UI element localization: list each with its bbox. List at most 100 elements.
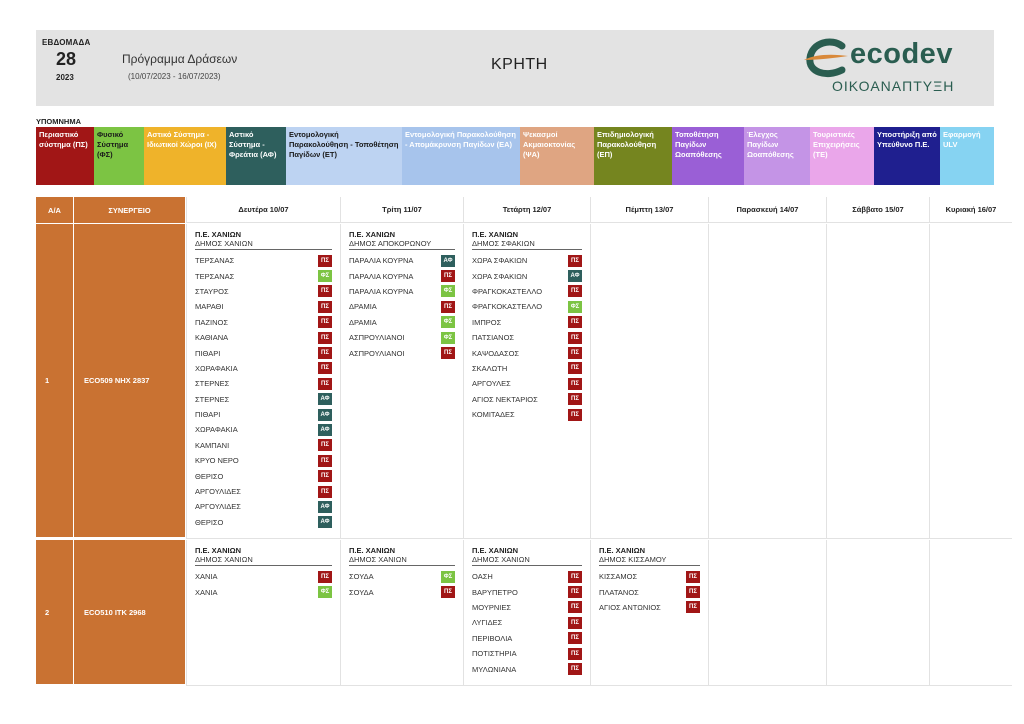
location-entry: ΣΟΥΔΑ ΦΣ — [349, 569, 455, 584]
system-code-badge: ΠΣ — [568, 362, 582, 375]
location-name: ΚΑΘΙΑΝΑ — [195, 333, 229, 343]
location-entry: ΠΑΤΣΙΑΝΟΣ ΠΣ — [472, 330, 582, 345]
location-entry: ΑΓΙΟΣ ΑΝΤΩΝΙΟΣ ΠΣ — [599, 600, 700, 615]
system-code-badge: ΠΣ — [568, 616, 582, 629]
table-row: 1 ECO509 ΝΗΧ 2837 Π.Ε. ΧΑΝΙΩΝ ΔΗΜΟΣ ΧΑΝΙΩΝ Τ… — [36, 224, 1012, 539]
location-name: ΑΣΠΡΟΥΛΙΑΝΟΙ — [349, 333, 405, 343]
location-name: ΠΛΑΤΑΝΟΣ — [599, 587, 639, 597]
system-code-badge: ΠΣ — [686, 586, 700, 599]
system-code-badge: ΠΣ — [441, 586, 455, 599]
system-code-badge: ΑΦ — [568, 270, 582, 283]
system-code-badge: ΠΣ — [318, 254, 332, 267]
location-name: ΣΤΑΥΡΟΣ — [195, 286, 229, 296]
regional-unit-label: Π.Ε. ΧΑΝΙΩΝ — [472, 546, 519, 555]
location-name: ΦΡΑΓΚΟΚΑΣΤΕΛΛΟ — [472, 286, 543, 296]
logo-text: ecodev — [850, 38, 953, 70]
day-cell: Π.Ε. ΧΑΝΙΩΝ ΔΗΜΟΣ ΚΙΣΣΑΜΟΥ ΚΙΣΣΑΜΟΣ ΠΣ ΠΛΑΤΑ… — [590, 540, 708, 686]
location-entry: ΧΑΝΙΑ ΦΣ — [195, 584, 332, 599]
legend-item: Περιαστικό σύστημα (ΠΣ) — [36, 127, 94, 185]
system-code-badge: ΦΣ — [568, 300, 582, 313]
location-name: ΔΡΑΜΙΑ — [349, 317, 377, 327]
system-code-badge: ΠΣ — [686, 601, 700, 614]
legend-item: Αστικό Σύστημα - Φρεάτια (ΑΦ) — [226, 127, 286, 185]
week-year: 2023 — [56, 73, 74, 82]
location-entry: ΒΑΡΥΠΕΤΡΟ ΠΣ — [472, 584, 582, 599]
location-name: ΔΡΑΜΙΑ — [349, 302, 377, 312]
program-title: Πρόγραμμα Δράσεων — [122, 52, 238, 66]
location-name: ΚΑΨΟΔΑΣΟΣ — [472, 348, 520, 358]
legend-item: Τοποθέτηση Παγίδων Ωοαπόθεσης — [672, 127, 744, 185]
day-cell: Π.Ε. ΧΑΝΙΩΝ ΔΗΜΟΣ ΑΠΟΚΟΡΩΝΟΥ ΠΑΡΑΛΙΑ ΚΟΥΡΝ… — [340, 224, 463, 539]
location-name: ΟΑΣΗ — [472, 572, 493, 582]
program-dates: (10/07/2023 - 16/07/2023) — [128, 72, 221, 81]
location-entry: ΜΟΥΡΝΙΕΣ ΠΣ — [472, 600, 582, 615]
location-name: ΠΑΡΑΛΙΑ ΚΟΥΡΝΑ — [349, 286, 414, 296]
column-header-day: Κυριακή 16/07 — [929, 197, 1012, 223]
day-cell — [826, 224, 929, 539]
location-name: ΚΑΜΠΑΝΙ — [195, 440, 230, 450]
municipality-label: ΔΗΜΟΣ ΧΑΝΙΩΝ — [472, 555, 582, 566]
week-label: ΕΒΔΟΜΑΔΑ — [42, 38, 91, 47]
location-name: ΚΡΥΟ ΝΕΡΟ — [195, 456, 239, 466]
system-code-badge: ΠΣ — [318, 439, 332, 452]
system-code-badge: ΠΣ — [568, 601, 582, 614]
location-entry: ΜΑΡΑΘΙ ΠΣ — [195, 299, 332, 314]
location-entry: ΠΑΡΑΛΙΑ ΚΟΥΡΝΑ ΦΣ — [349, 284, 455, 299]
location-entry: ΧΩΡΑΦΑΚΙΑ ΠΣ — [195, 361, 332, 376]
regional-unit-label: Π.Ε. ΧΑΝΙΩΝ — [349, 230, 396, 239]
system-code-badge: ΠΣ — [318, 377, 332, 390]
system-code-badge: ΦΣ — [441, 316, 455, 329]
location-entry: ΟΑΣΗ ΠΣ — [472, 569, 582, 584]
legend-item: Τουριστικές Επιχειρήσεις (ΤΕ) — [810, 127, 874, 185]
location-entry: ΑΓΙΟΣ ΝΕΚΤΑΡΙΟΣ ΠΣ — [472, 392, 582, 407]
system-code-badge: ΠΣ — [318, 454, 332, 467]
location-name: ΤΕΡΣΑΝΑΣ — [195, 256, 235, 266]
column-header-day: Πέμπτη 13/07 — [590, 197, 708, 223]
location-name: ΣΤΕΡΝΕΣ — [195, 394, 230, 404]
location-name: ΠΕΡΙΒΟΛΙΑ — [472, 633, 513, 643]
system-code-badge: ΠΣ — [568, 570, 582, 583]
system-code-badge: ΠΣ — [568, 586, 582, 599]
system-code-badge: ΠΣ — [568, 632, 582, 645]
legend-item: Ψεκασμοί Ακμαιοκτονίας (ΨΑ) — [520, 127, 594, 185]
location-name: ΠΟΤΙΣΤΗΡΙΑ — [472, 649, 517, 659]
day-cell: Π.Ε. ΧΑΝΙΩΝ ΔΗΜΟΣ ΧΑΝΙΩΝ ΧΑΝΙΑ ΠΣ ΧΑΝΙΑ ΦΣ — [186, 540, 340, 686]
location-entry: ΑΣΠΡΟΥΛΙΑΝΟΙ ΦΣ — [349, 330, 455, 345]
system-code-badge: ΠΣ — [318, 316, 332, 329]
location-entry: ΘΕΡΙΣΟ ΠΣ — [195, 468, 332, 483]
municipality-label: ΔΗΜΟΣ ΚΙΣΣΑΜΟΥ — [599, 555, 700, 566]
system-code-badge: ΠΣ — [568, 254, 582, 267]
location-name: ΣΚΑΛΩΤΗ — [472, 363, 508, 373]
system-code-badge: ΠΣ — [568, 285, 582, 298]
legend-item: Εντομολογική Παρακολούθηση - Τοποθέτηση … — [286, 127, 402, 185]
system-code-badge: ΠΣ — [568, 347, 582, 360]
location-entry: ΠΑΖΙΝΟΣ ΠΣ — [195, 315, 332, 330]
day-cell: Π.Ε. ΧΑΝΙΩΝ ΔΗΜΟΣ ΧΑΝΙΩΝ ΣΟΥΔΑ ΦΣ ΣΟΥΔΑ ΠΣ — [340, 540, 463, 686]
municipality-label: ΔΗΜΟΣ ΣΦΑΚΙΩΝ — [472, 239, 582, 250]
leaf-icon — [804, 38, 848, 77]
column-header-day: Δευτέρα 10/07 — [186, 197, 340, 223]
location-entry: ΣΤΑΥΡΟΣ ΠΣ — [195, 284, 332, 299]
location-entry: ΙΜΠΡΟΣ ΠΣ — [472, 315, 582, 330]
system-code-badge: ΦΣ — [441, 285, 455, 298]
system-code-badge: ΠΣ — [318, 470, 332, 483]
location-name: ΠΙΘΑΡΙ — [195, 410, 221, 420]
location-entry: ΦΡΑΓΚΟΚΑΣΤΕΛΛΟ ΠΣ — [472, 284, 582, 299]
location-entry: ΔΡΑΜΙΑ ΦΣ — [349, 315, 455, 330]
location-entry: ΧΩΡΑΦΑΚΙΑ ΑΦ — [195, 422, 332, 437]
location-entry: ΧΑΝΙΑ ΠΣ — [195, 569, 332, 584]
system-code-badge: ΑΦ — [318, 393, 332, 406]
location-entry: ΤΕΡΣΑΝΑΣ ΠΣ — [195, 253, 332, 268]
location-name: ΑΡΓΟΥΛΙΔΕΣ — [195, 487, 241, 497]
column-header-day: Τετάρτη 12/07 — [463, 197, 590, 223]
system-code-badge: ΠΣ — [568, 393, 582, 406]
location-name: ΜΑΡΑΘΙ — [195, 302, 224, 312]
location-entry: ΤΕΡΣΑΝΑΣ ΦΣ — [195, 268, 332, 283]
system-code-badge: ΑΦ — [318, 516, 332, 529]
location-name: ΑΣΠΡΟΥΛΙΑΝΟΙ — [349, 348, 405, 358]
location-entry: ΠΟΤΙΣΤΗΡΙΑ ΠΣ — [472, 646, 582, 661]
column-header-day: Τρίτη 11/07 — [340, 197, 463, 223]
system-code-badge: ΠΣ — [318, 347, 332, 360]
location-name: ΜΟΥΡΝΙΕΣ — [472, 602, 511, 612]
location-name: ΧΩΡΑΦΑΚΙΑ — [195, 363, 238, 373]
